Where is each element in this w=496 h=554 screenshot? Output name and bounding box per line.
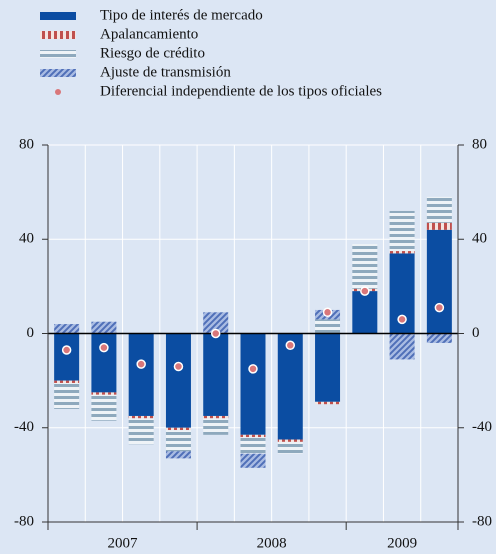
legend-label: Tipo de interés de mercado — [100, 7, 263, 23]
y-tick-label: -80 — [14, 513, 34, 529]
bar-segment — [426, 196, 452, 223]
bar-segment — [91, 392, 117, 395]
legend-swatch — [55, 89, 61, 95]
legend-swatch — [40, 50, 76, 58]
y-tick-label: 0 — [27, 325, 35, 341]
dot — [322, 307, 333, 318]
y2-tick-label: 40 — [472, 231, 487, 247]
y2-tick-label: 80 — [472, 136, 487, 152]
legend-swatch — [40, 31, 76, 39]
bar-segment — [165, 451, 191, 459]
x-group-label: 2009 — [387, 535, 417, 551]
bar-segment — [315, 333, 341, 402]
bar-segment — [315, 401, 341, 405]
y2-tick-label: -80 — [472, 513, 492, 529]
bar-segment — [352, 291, 378, 334]
dot — [248, 364, 258, 374]
y-tick-label: 80 — [19, 136, 34, 152]
bar-segment — [165, 430, 191, 452]
bar-segment — [352, 243, 378, 289]
legend-label: Riesgo de crédito — [100, 45, 205, 61]
bar-segment — [277, 441, 303, 454]
bar-segment — [389, 210, 415, 252]
y2-tick-label: -40 — [472, 419, 492, 435]
bar-segment — [128, 333, 154, 416]
dot — [285, 340, 296, 351]
bar-segment — [389, 251, 415, 254]
bar-segment — [91, 321, 117, 334]
bar-segment — [426, 229, 452, 334]
dot — [173, 361, 184, 372]
bar-segment — [389, 333, 415, 360]
bar-segment — [128, 415, 154, 419]
bar-segment — [203, 415, 229, 419]
bar-segment — [54, 382, 80, 409]
dot — [397, 314, 407, 325]
dot — [360, 286, 370, 296]
bar-segment — [54, 333, 80, 381]
dot — [136, 359, 146, 369]
bar-segment — [203, 312, 229, 334]
bar-segment — [315, 319, 341, 334]
bar-segment — [165, 427, 191, 431]
legend-label: Ajuste de transmisión — [100, 64, 231, 80]
bar-segment — [54, 380, 80, 383]
dot — [61, 345, 72, 355]
y-tick-label: 40 — [19, 231, 34, 247]
dot — [99, 342, 109, 353]
bar-segment — [240, 333, 266, 435]
bar-segment — [91, 333, 117, 393]
bar-segment — [426, 333, 452, 343]
y2-tick-label: 0 — [472, 325, 480, 341]
bar-segment — [165, 333, 191, 428]
legend-swatch — [40, 12, 76, 20]
legend-label: Apalancamiento — [100, 26, 198, 42]
bar-segment — [277, 333, 303, 440]
bar-segment — [240, 453, 266, 468]
bar-segment — [426, 222, 452, 230]
bar-segment — [54, 324, 80, 334]
bar-segment — [128, 418, 154, 445]
dot — [210, 328, 221, 339]
bar-segment — [240, 437, 266, 454]
bar-segment — [203, 418, 229, 435]
x-group-label: 2008 — [257, 535, 287, 551]
bar-segment — [240, 434, 266, 438]
legend-swatch — [40, 69, 76, 77]
bar-segment — [277, 439, 303, 442]
y-tick-label: -40 — [14, 419, 34, 435]
bar-segment — [91, 394, 117, 421]
legend-label: Diferencial independiente de los tipos o… — [100, 83, 382, 99]
bar-segment — [203, 333, 229, 416]
dot — [434, 302, 445, 313]
x-group-label: 2007 — [108, 535, 139, 551]
